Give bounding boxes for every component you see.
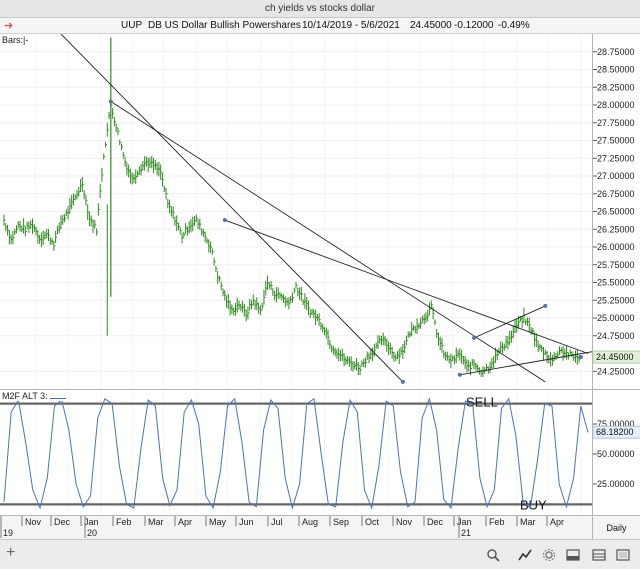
- year-label: 19: [3, 528, 13, 538]
- trendline: [459, 349, 603, 376]
- oscillator-chart: SELL BUY: [0, 390, 592, 516]
- add-icon[interactable]: +: [6, 544, 16, 561]
- month-label: Apr: [178, 517, 192, 527]
- month-label: Jul: [271, 517, 283, 527]
- month-label: Jan: [84, 517, 99, 527]
- osc-tick-label: 75.00000: [597, 419, 635, 429]
- oscillator-axis: 75.00000 50.00000 25.00000 68.18200: [592, 389, 640, 515]
- trendline-anchor-point: [543, 303, 548, 308]
- trendline: [110, 101, 546, 383]
- symbol: UUP: [121, 20, 143, 31]
- price-tick-label: 27.75000: [597, 118, 635, 128]
- trendline-tool-icon[interactable]: [518, 548, 532, 562]
- header-toolbar: ➜ UUP DB US Dollar Bullish Powershares 1…: [0, 18, 640, 34]
- month-label: Nov: [396, 517, 413, 527]
- month-label: Oct: [365, 517, 380, 527]
- year-label: 20: [87, 528, 97, 538]
- last-price: 24.45000: [410, 20, 452, 31]
- price-tick-label: 25.50000: [597, 278, 635, 288]
- price-tick-label: 28.50000: [597, 65, 635, 75]
- month-label: Mar: [148, 517, 164, 527]
- price-chart-panel[interactable]: Bars:|-: [0, 33, 603, 389]
- month-label: Jun: [239, 517, 254, 527]
- osc-current-value: 68.18200: [596, 427, 634, 437]
- price-chart: [0, 33, 603, 389]
- trendline: [60, 33, 404, 383]
- price-tick-label: 26.50000: [597, 207, 635, 217]
- window-title: ch yields vs stocks dollar: [0, 0, 640, 18]
- trendline: [224, 219, 589, 354]
- buy-label: BUY: [520, 497, 547, 512]
- search-icon[interactable]: [486, 548, 500, 562]
- month-label: Aug: [302, 517, 318, 527]
- instrument-name: DB US Dollar Bullish Powershares: [148, 20, 301, 31]
- month-label: Dec: [54, 517, 71, 527]
- price-tick-label: 25.25000: [597, 295, 635, 305]
- price-axis: 28.75000 28.50000 28.25000 28.00000 27.75000…: [592, 34, 640, 389]
- price-tick-label: 25.00000: [597, 313, 635, 323]
- price-panel-label: Bars:|-: [2, 35, 31, 45]
- month-label: Feb: [489, 517, 505, 527]
- price-current-value-box: [592, 350, 640, 364]
- bottom-toolbar: +: [0, 539, 640, 569]
- trendline-anchor-point: [400, 379, 405, 384]
- osc-panel-label: M2F ALT 3:: [2, 391, 68, 401]
- price-tick-label: 28.00000: [597, 100, 635, 110]
- price-tick-label: 24.75000: [597, 331, 635, 341]
- month-label: May: [209, 517, 227, 527]
- month-label: Feb: [116, 517, 132, 527]
- month-label: Dec: [427, 517, 444, 527]
- osc-tick-label: 50.00000: [597, 449, 635, 459]
- month-label: Jan: [457, 517, 472, 527]
- year-label: 21: [461, 528, 471, 538]
- layout-icon[interactable]: [566, 548, 580, 562]
- price-tick-label: 28.25000: [597, 82, 635, 92]
- price-change-pct: -0.49%: [498, 20, 530, 31]
- month-label: Mar: [520, 517, 536, 527]
- price-tick-label: 25.75000: [597, 260, 635, 270]
- oscillator-axis-ticks: 75.00000 50.00000 25.00000 68.18200: [592, 419, 640, 489]
- fullscreen-icon[interactable]: [616, 548, 630, 562]
- month-label: Apr: [550, 517, 564, 527]
- price-axis-ticks: 28.75000 28.50000 28.25000 28.00000 27.75000…: [592, 47, 640, 376]
- price-tick-label: 28.75000: [597, 47, 635, 57]
- price-tick-label: 24.25000: [597, 366, 635, 376]
- price-tick-label: 26.25000: [597, 224, 635, 234]
- price-tick-label: 27.00000: [597, 171, 635, 181]
- panels-icon[interactable]: [592, 548, 606, 562]
- price-current-value: 24.45000: [596, 352, 634, 362]
- trendline: [473, 305, 546, 339]
- date-range: 10/14/2019 - 5/6/2021: [302, 20, 400, 31]
- trendline-anchor-point: [472, 335, 477, 340]
- settings-icon[interactable]: [542, 548, 556, 562]
- arrow-right-icon[interactable]: ➜: [4, 20, 14, 32]
- trendline-anchor-point: [108, 99, 113, 104]
- month-label: Nov: [25, 517, 42, 527]
- oscillator-line: [3, 397, 589, 510]
- month-label: Sep: [333, 517, 349, 527]
- sell-label: SELL: [466, 395, 498, 410]
- price-tick-label: 27.25000: [597, 153, 635, 163]
- trendline-anchor-point: [578, 355, 583, 360]
- trendline-anchor-point: [222, 218, 227, 223]
- price-tick-label: 26.00000: [597, 242, 635, 252]
- price-tick-label: 27.50000: [597, 136, 635, 146]
- date-axis-ticks: Nov Dec Jan Feb Mar Apr May Jun Jul Aug Sep Oct Nov D…: [0, 516, 564, 538]
- price-tick-label: 26.75000: [597, 189, 635, 199]
- price-change: -0.12000: [454, 20, 494, 31]
- oscillator-panel[interactable]: SELL BUY M2F ALT 3:: [0, 389, 592, 516]
- osc-tick-label: 25.00000: [597, 479, 635, 489]
- trendline-anchor-point: [457, 372, 462, 377]
- period-selector[interactable]: Daily: [592, 515, 640, 539]
- osc-current-value-box: [592, 425, 640, 439]
- date-axis: Nov Dec Jan Feb Mar Apr May Jun Jul Aug Sep Oct Nov D…: [0, 515, 592, 539]
